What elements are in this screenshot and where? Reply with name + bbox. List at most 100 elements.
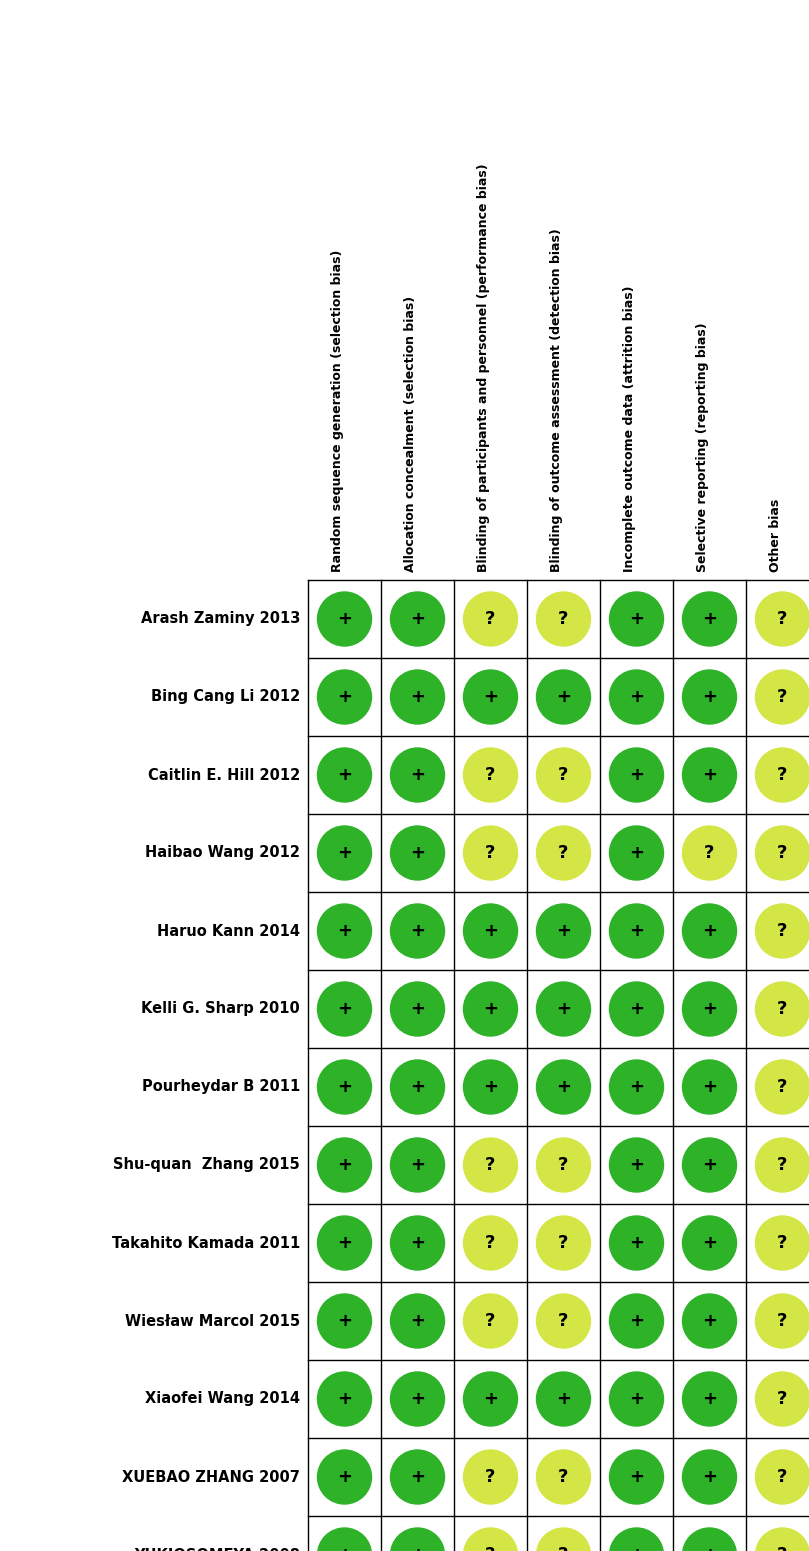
Ellipse shape: [683, 827, 736, 879]
Ellipse shape: [683, 1294, 736, 1348]
Ellipse shape: [464, 592, 518, 647]
Text: +: +: [629, 1078, 644, 1097]
Ellipse shape: [391, 827, 444, 879]
Ellipse shape: [536, 1138, 591, 1193]
Ellipse shape: [756, 748, 809, 802]
Ellipse shape: [391, 1528, 444, 1551]
Text: +: +: [702, 921, 717, 940]
Text: +: +: [702, 1312, 717, 1331]
Ellipse shape: [317, 1373, 371, 1425]
Ellipse shape: [317, 1138, 371, 1193]
Ellipse shape: [683, 1059, 736, 1114]
Text: ?: ?: [777, 689, 788, 706]
Text: +: +: [337, 921, 352, 940]
Text: Other bias: Other bias: [769, 499, 782, 572]
Text: ?: ?: [485, 610, 496, 628]
Text: +: +: [702, 610, 717, 628]
Ellipse shape: [609, 982, 663, 1036]
Ellipse shape: [317, 1528, 371, 1551]
Text: +: +: [556, 1000, 571, 1017]
Ellipse shape: [464, 1528, 518, 1551]
Ellipse shape: [391, 748, 444, 802]
Text: ?: ?: [558, 1235, 569, 1252]
Text: +: +: [629, 689, 644, 706]
Ellipse shape: [464, 904, 518, 959]
Ellipse shape: [609, 592, 663, 647]
Text: +: +: [410, 1235, 425, 1252]
Ellipse shape: [536, 748, 591, 802]
Text: Incomplete outcome data (attrition bias): Incomplete outcome data (attrition bias): [624, 285, 637, 572]
Ellipse shape: [609, 1528, 663, 1551]
Ellipse shape: [536, 670, 591, 724]
Text: +: +: [483, 1390, 498, 1408]
Text: +: +: [483, 921, 498, 940]
Ellipse shape: [609, 1373, 663, 1425]
Text: YUKIOSOMEYA 2008: YUKIOSOMEYA 2008: [134, 1548, 300, 1551]
Ellipse shape: [464, 1373, 518, 1425]
Text: ?: ?: [485, 1312, 496, 1331]
Text: +: +: [483, 1078, 498, 1097]
Text: ?: ?: [558, 1155, 569, 1174]
Ellipse shape: [756, 982, 809, 1036]
Text: +: +: [702, 766, 717, 783]
Ellipse shape: [536, 1216, 591, 1270]
Ellipse shape: [536, 1528, 591, 1551]
Ellipse shape: [609, 904, 663, 959]
Text: ?: ?: [777, 766, 788, 783]
Text: Pourheydar B 2011: Pourheydar B 2011: [142, 1079, 300, 1095]
Text: ?: ?: [777, 1000, 788, 1017]
Text: ?: ?: [485, 766, 496, 783]
Text: +: +: [410, 1155, 425, 1174]
Ellipse shape: [464, 1138, 518, 1193]
Ellipse shape: [683, 748, 736, 802]
Text: +: +: [410, 1467, 425, 1486]
Ellipse shape: [391, 1138, 444, 1193]
Text: ?: ?: [558, 1467, 569, 1486]
Ellipse shape: [683, 1216, 736, 1270]
Ellipse shape: [317, 670, 371, 724]
Ellipse shape: [317, 748, 371, 802]
Ellipse shape: [756, 1059, 809, 1114]
Ellipse shape: [683, 1373, 736, 1425]
Text: +: +: [410, 844, 425, 862]
Text: Allocation concealment (selection bias): Allocation concealment (selection bias): [404, 296, 417, 572]
Ellipse shape: [683, 670, 736, 724]
Text: +: +: [702, 1000, 717, 1017]
Text: Haibao Wang 2012: Haibao Wang 2012: [145, 845, 300, 861]
Ellipse shape: [609, 1294, 663, 1348]
Ellipse shape: [317, 827, 371, 879]
Text: +: +: [410, 1390, 425, 1408]
Text: +: +: [702, 1467, 717, 1486]
Text: +: +: [337, 1390, 352, 1408]
Text: ?: ?: [777, 1390, 788, 1408]
Text: +: +: [556, 1390, 571, 1408]
Text: +: +: [337, 689, 352, 706]
Text: ?: ?: [777, 610, 788, 628]
Ellipse shape: [756, 904, 809, 959]
Ellipse shape: [317, 1059, 371, 1114]
Text: Shu-quan  Zhang 2015: Shu-quan Zhang 2015: [113, 1157, 300, 1173]
Ellipse shape: [609, 1138, 663, 1193]
Ellipse shape: [756, 670, 809, 724]
Text: ?: ?: [705, 844, 714, 862]
Text: Kelli G. Sharp 2010: Kelli G. Sharp 2010: [142, 1002, 300, 1016]
Text: Selective reporting (reporting bias): Selective reporting (reporting bias): [697, 323, 709, 572]
Ellipse shape: [756, 1138, 809, 1193]
Text: +: +: [483, 1000, 498, 1017]
Ellipse shape: [464, 670, 518, 724]
Text: +: +: [410, 921, 425, 940]
Ellipse shape: [391, 592, 444, 647]
Text: ?: ?: [485, 1546, 496, 1551]
Text: +: +: [702, 1235, 717, 1252]
Text: +: +: [629, 844, 644, 862]
Text: +: +: [556, 689, 571, 706]
Text: +: +: [702, 1078, 717, 1097]
Ellipse shape: [536, 904, 591, 959]
Ellipse shape: [464, 1216, 518, 1270]
Text: ?: ?: [485, 1467, 496, 1486]
Ellipse shape: [536, 1294, 591, 1348]
Text: ?: ?: [777, 1546, 788, 1551]
Ellipse shape: [609, 1216, 663, 1270]
Text: ?: ?: [558, 844, 569, 862]
Ellipse shape: [536, 1059, 591, 1114]
